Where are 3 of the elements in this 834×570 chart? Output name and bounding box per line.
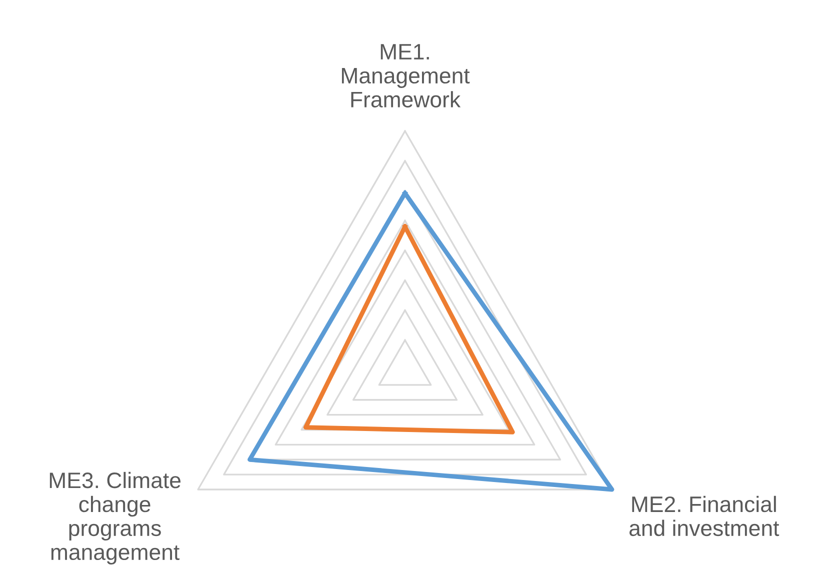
spoke-label: ME1. Management Framework — [342, 44, 470, 108]
spoke-label: ME3. Climate change programs management — [50, 472, 180, 564]
spoke-label: ME2. Financial and investment — [629, 496, 780, 536]
